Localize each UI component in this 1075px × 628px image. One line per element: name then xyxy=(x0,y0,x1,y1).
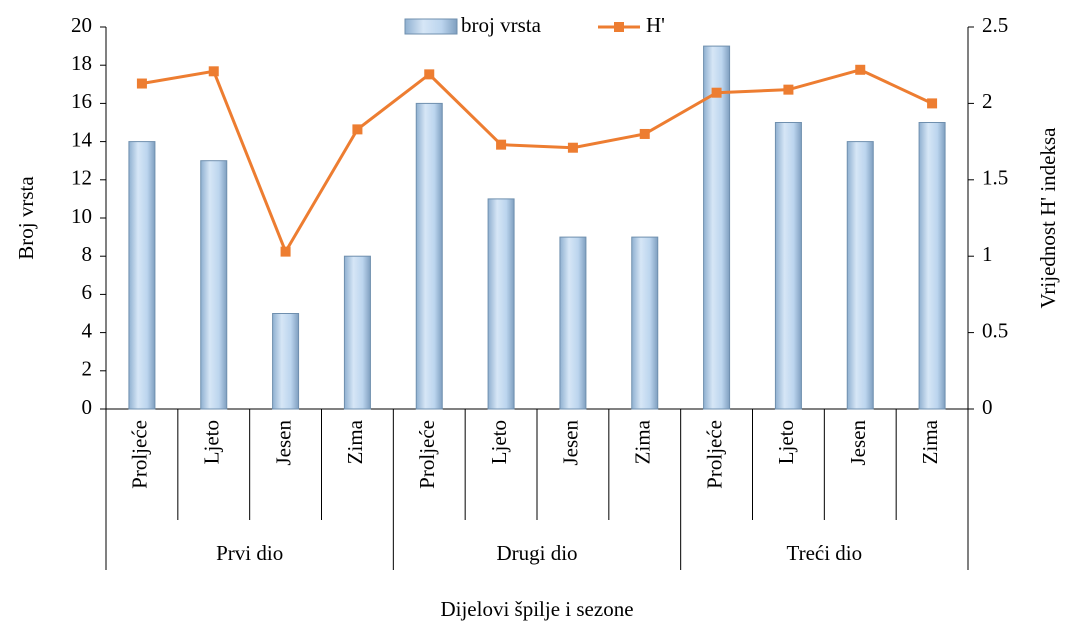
y-tick-label: 16 xyxy=(71,89,92,113)
bar xyxy=(559,236,587,410)
y2-tick-label: 0.5 xyxy=(982,318,1008,342)
bar xyxy=(343,255,371,410)
y-tick-label: 20 xyxy=(71,13,92,37)
bar xyxy=(703,45,731,410)
x-tick-label: Zima xyxy=(343,419,367,464)
legend-swatch xyxy=(404,18,458,35)
x-tick-label: Ljeto xyxy=(200,420,224,464)
y-tick-label: 14 xyxy=(71,127,93,151)
y2-tick-label: 2 xyxy=(982,89,993,113)
legend-label: broj vrsta xyxy=(461,13,542,37)
group-label: Drugi dio xyxy=(496,541,577,565)
bar xyxy=(128,141,156,410)
x-tick-label: Jesen xyxy=(271,420,295,466)
line xyxy=(141,68,933,256)
bar xyxy=(415,102,443,410)
x-tick-label: Zima xyxy=(631,419,655,464)
x-tick-label: Jesen xyxy=(846,420,870,466)
bar xyxy=(200,160,228,410)
line-marker xyxy=(711,87,722,98)
line-marker xyxy=(783,84,794,95)
line-marker xyxy=(352,124,363,135)
bar xyxy=(918,122,946,410)
y2-axis-title: Vrijednost H' indeksa xyxy=(1036,127,1060,309)
line-marker xyxy=(280,246,291,257)
y-tick-label: 0 xyxy=(82,395,93,419)
legend-label: H' xyxy=(646,13,665,37)
group-label: Prvi dio xyxy=(216,541,283,565)
line-marker xyxy=(567,142,578,153)
x-tick-label: Proljeće xyxy=(415,420,439,489)
y2-tick-label: 2.5 xyxy=(982,13,1008,37)
bar xyxy=(774,122,802,410)
y-tick-label: 4 xyxy=(82,318,93,342)
x-tick-label: Zima xyxy=(918,419,942,464)
y2-tick-label: 0 xyxy=(982,395,993,419)
x-tick-label: Proljeće xyxy=(702,420,726,489)
x-tick-label: Proljeće xyxy=(128,420,152,489)
line-marker xyxy=(208,66,219,77)
x-tick-label: Ljeto xyxy=(774,420,798,464)
legend-swatch-marker xyxy=(614,22,624,32)
x-tick-label: Jesen xyxy=(559,420,583,466)
line-marker xyxy=(424,69,435,80)
bar xyxy=(631,236,659,410)
bar xyxy=(272,313,300,410)
group-label: Treći dio xyxy=(787,541,863,565)
y-tick-label: 8 xyxy=(82,242,93,266)
line-marker xyxy=(496,139,507,150)
line-marker xyxy=(927,98,938,109)
y-tick-label: 6 xyxy=(82,280,93,304)
y-tick-label: 2 xyxy=(82,357,93,381)
y-tick-label: 12 xyxy=(71,166,92,190)
x-axis-title: Dijelovi špilje i sezone xyxy=(440,597,633,621)
line-marker xyxy=(639,128,650,139)
y-axis-title: Broj vrsta xyxy=(14,176,38,260)
line-marker xyxy=(136,78,147,89)
y-tick-label: 18 xyxy=(71,51,92,75)
line-marker xyxy=(855,64,866,75)
y-tick-label: 10 xyxy=(71,204,92,228)
bar xyxy=(487,198,515,410)
bar xyxy=(846,141,874,410)
x-tick-label: Ljeto xyxy=(487,420,511,464)
y2-tick-label: 1 xyxy=(982,242,993,266)
y2-tick-label: 1.5 xyxy=(982,166,1008,190)
